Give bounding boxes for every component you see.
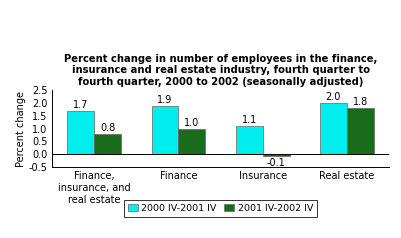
Text: 1.7: 1.7	[73, 100, 89, 110]
Text: 2.0: 2.0	[326, 92, 341, 102]
Text: 1.1: 1.1	[241, 115, 257, 125]
Title: Percent change in number of employees in the finance,
insurance and real estate : Percent change in number of employees in…	[64, 54, 377, 87]
Bar	[94, 134, 121, 154]
Text: 1.8: 1.8	[352, 97, 368, 107]
Text: 1.0: 1.0	[184, 118, 200, 128]
Bar	[263, 154, 290, 156]
Bar	[178, 129, 205, 154]
Legend: 2000 IV-2001 IV, 2001 IV-2002 IV: 2000 IV-2001 IV, 2001 IV-2002 IV	[124, 200, 317, 217]
Bar	[320, 103, 347, 154]
Bar	[152, 106, 178, 154]
Y-axis label: Percent change: Percent change	[16, 90, 26, 167]
Bar	[67, 111, 94, 154]
Text: 1.9: 1.9	[158, 95, 173, 105]
Bar	[236, 126, 263, 154]
Bar	[347, 108, 374, 154]
Text: 0.8: 0.8	[100, 123, 115, 133]
Text: -0.1: -0.1	[267, 158, 286, 168]
